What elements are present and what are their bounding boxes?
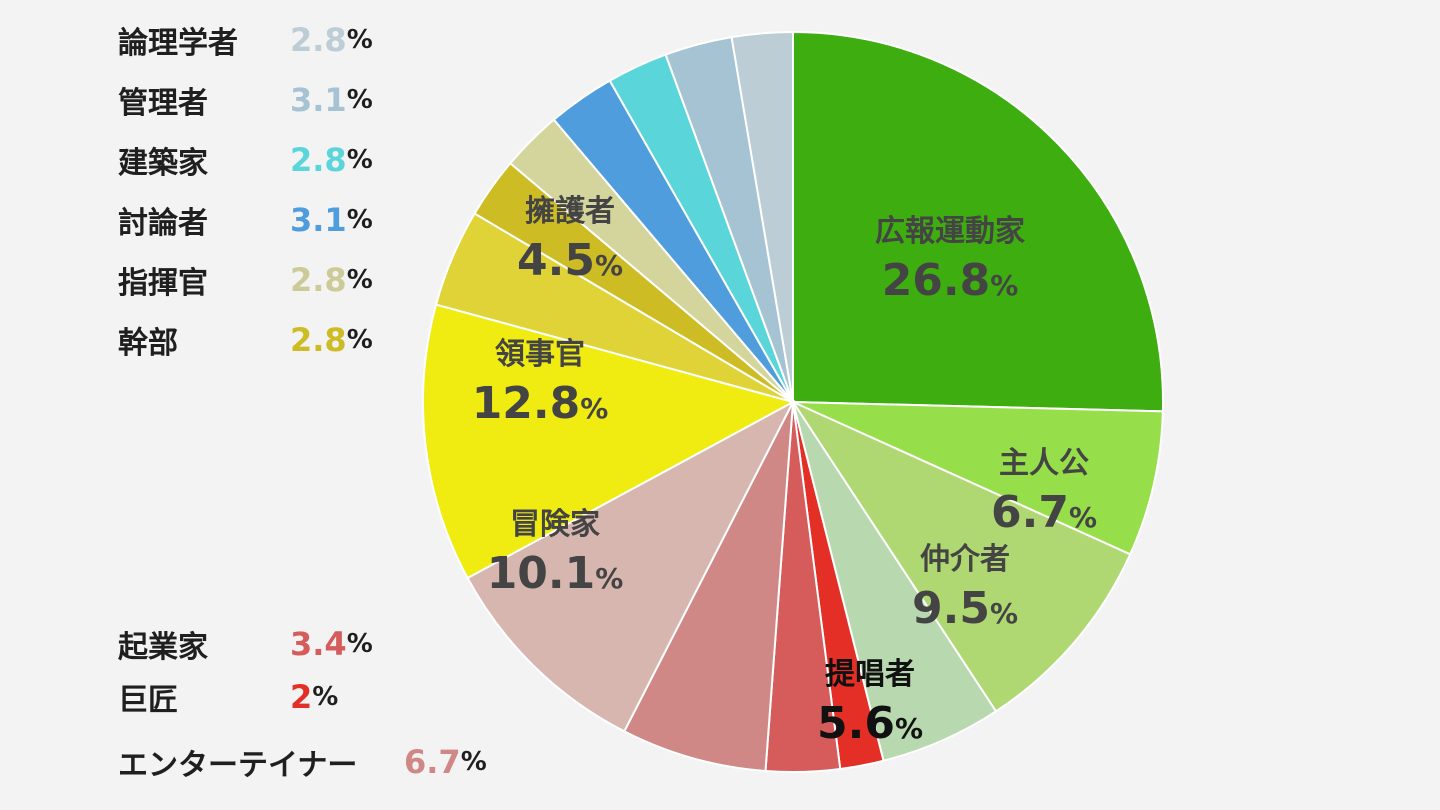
- slice-value-number: 12.8: [471, 378, 581, 429]
- legend-value: 2: [290, 678, 313, 716]
- legend-value: 3.1: [290, 201, 347, 239]
- legend-entry: 巨匠 2%: [118, 675, 338, 719]
- pie-slice-6: [622, 401, 794, 773]
- slice-value-number: 9.5: [911, 583, 990, 634]
- slice-label-value: 26.8%: [875, 252, 1025, 315]
- slice-label-name: 主人公: [998, 446, 1089, 481]
- legend-entry: 管理者 3.1%: [118, 78, 373, 122]
- legend-value: 2.8: [290, 321, 347, 359]
- legend-entry: 討論者 3.1%: [118, 198, 373, 242]
- pie-slice-15: [730, 30, 794, 403]
- slice-label-name: 冒険家: [510, 507, 600, 542]
- slice-label-name: 仲介者: [919, 542, 1010, 577]
- slice-percent-symbol: %: [990, 269, 1019, 302]
- legend-label: 建築家: [118, 146, 208, 181]
- legend-percent-symbol: %: [346, 145, 373, 175]
- legend-percent-symbol: %: [346, 85, 373, 115]
- slice-value-number: 26.8: [881, 255, 991, 306]
- slice-label: 提唱者 5.6%: [817, 655, 923, 758]
- pie-slice-7: [466, 399, 796, 733]
- legend-percent-symbol: %: [346, 325, 373, 355]
- legend-entry: 建築家 2.8%: [118, 138, 373, 182]
- slice-label-name: 領事官: [495, 337, 585, 372]
- slice-label: 仲介者 9.5%: [912, 540, 1018, 643]
- slice-label-value: 9.5%: [912, 580, 1018, 643]
- legend-percent-symbol: %: [346, 629, 373, 659]
- slice-label-name: 擁護者: [524, 194, 615, 229]
- legend-entry: 起業家 3.4%: [118, 622, 373, 666]
- legend-label: 起業家: [118, 630, 208, 665]
- legend-label: 幹部: [118, 326, 178, 361]
- slice-value-number: 4.5: [516, 235, 595, 286]
- legend-percent-symbol: %: [460, 747, 487, 777]
- slice-label-value: 4.5%: [517, 232, 623, 295]
- slice-label: 冒険家 10.1%: [487, 505, 624, 608]
- pie-slice-0: [792, 30, 1164, 413]
- legend-value: 3.4: [290, 625, 347, 663]
- slice-label: 領事官 12.8%: [472, 335, 609, 438]
- slice-value-number: 5.6: [816, 698, 895, 749]
- slice-label-value: 6.7%: [991, 484, 1097, 547]
- legend-value: 2.8: [290, 141, 347, 179]
- slice-percent-symbol: %: [894, 712, 924, 745]
- slice-percent-symbol: %: [594, 249, 624, 282]
- legend-label: 巨匠: [118, 683, 178, 718]
- slice-percent-symbol: %: [989, 597, 1019, 630]
- legend-percent-symbol: %: [346, 205, 373, 235]
- slice-value-number: 6.7: [990, 487, 1069, 538]
- legend-value: 6.7: [404, 743, 461, 781]
- legend-entry: エンターテイナー 6.7%: [118, 740, 487, 784]
- legend-entry: 指揮官 2.8%: [118, 258, 373, 302]
- legend-label: 指揮官: [118, 266, 208, 301]
- legend-label: 論理学者: [118, 26, 238, 61]
- legend-label: 管理者: [118, 86, 208, 121]
- slice-label-name: 広報運動家: [875, 214, 1025, 249]
- slice-label-name: 提唱者: [824, 657, 915, 692]
- legend-value: 2.8: [290, 21, 347, 59]
- legend-value: 3.1: [290, 81, 347, 119]
- slice-label-value: 10.1%: [487, 545, 624, 608]
- slice-label-value: 5.6%: [817, 695, 923, 758]
- legend-percent-symbol: %: [346, 25, 373, 55]
- slice-label: 主人公 6.7%: [991, 444, 1097, 547]
- legend-label: エンターテイナー: [118, 748, 358, 783]
- slice-label: 広報運動家 26.8%: [875, 212, 1025, 315]
- slice-label-value: 12.8%: [472, 375, 609, 438]
- slice-value-number: 10.1: [486, 548, 596, 599]
- slice-percent-symbol: %: [595, 562, 624, 595]
- legend-percent-symbol: %: [312, 682, 339, 712]
- slice-label: 擁護者 4.5%: [517, 192, 623, 295]
- legend-value: 2.8: [290, 261, 347, 299]
- slice-percent-symbol: %: [1068, 501, 1098, 534]
- pie-slice-8: [422, 303, 796, 580]
- legend-percent-symbol: %: [346, 265, 373, 295]
- legend-entry: 幹部 2.8%: [118, 318, 373, 362]
- slice-percent-symbol: %: [580, 392, 609, 425]
- legend-label: 討論者: [118, 206, 208, 241]
- pie-slice-2: [790, 399, 1132, 713]
- legend-entry: 論理学者 2.8%: [118, 18, 373, 62]
- pie-slice-1: [792, 401, 1164, 556]
